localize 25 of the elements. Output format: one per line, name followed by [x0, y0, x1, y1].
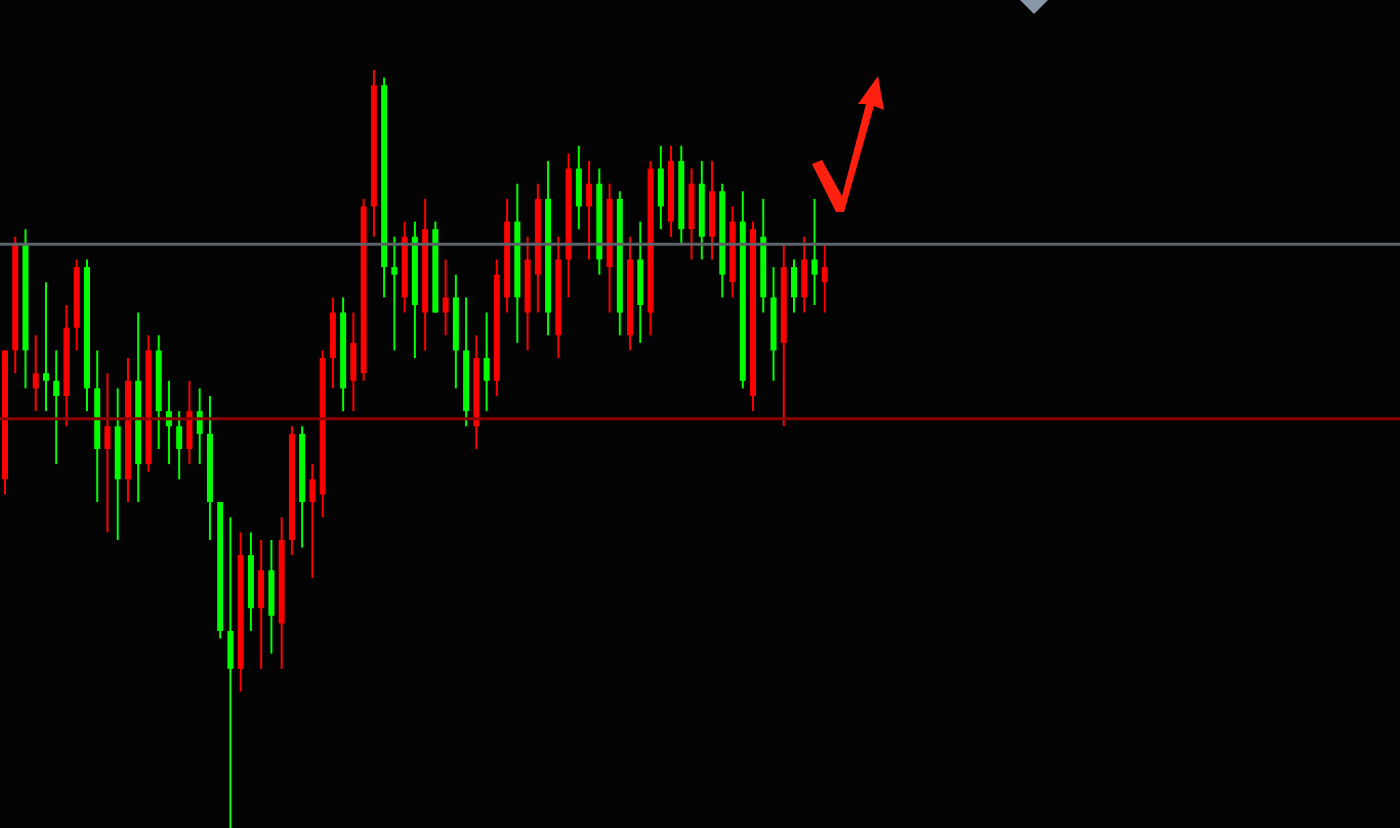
candlestick: [329, 296, 336, 390]
candlestick: [309, 463, 316, 579]
candlestick: [32, 334, 39, 413]
candlestick: [42, 281, 49, 413]
candlestick: [104, 372, 111, 534]
candlestick: [637, 220, 644, 344]
candlestick: [586, 159, 593, 261]
candlestick: [227, 516, 234, 828]
candlestick: [186, 379, 193, 466]
candlestick: [483, 311, 490, 413]
candlestick: [791, 258, 798, 314]
candlestick: [350, 311, 357, 413]
candlestick: [268, 538, 275, 655]
candlestick: [53, 349, 60, 466]
candlestick: [657, 144, 664, 231]
candlestick: [391, 235, 398, 352]
candlestick: [258, 538, 265, 670]
candlestick: [688, 167, 695, 261]
candlestick: [709, 159, 716, 261]
candlestick: [801, 235, 808, 314]
candlestick: [821, 243, 828, 314]
candlestick: [811, 197, 818, 306]
candlestick: [575, 144, 582, 231]
candlestick: [442, 258, 449, 337]
candlestick: [176, 410, 183, 481]
